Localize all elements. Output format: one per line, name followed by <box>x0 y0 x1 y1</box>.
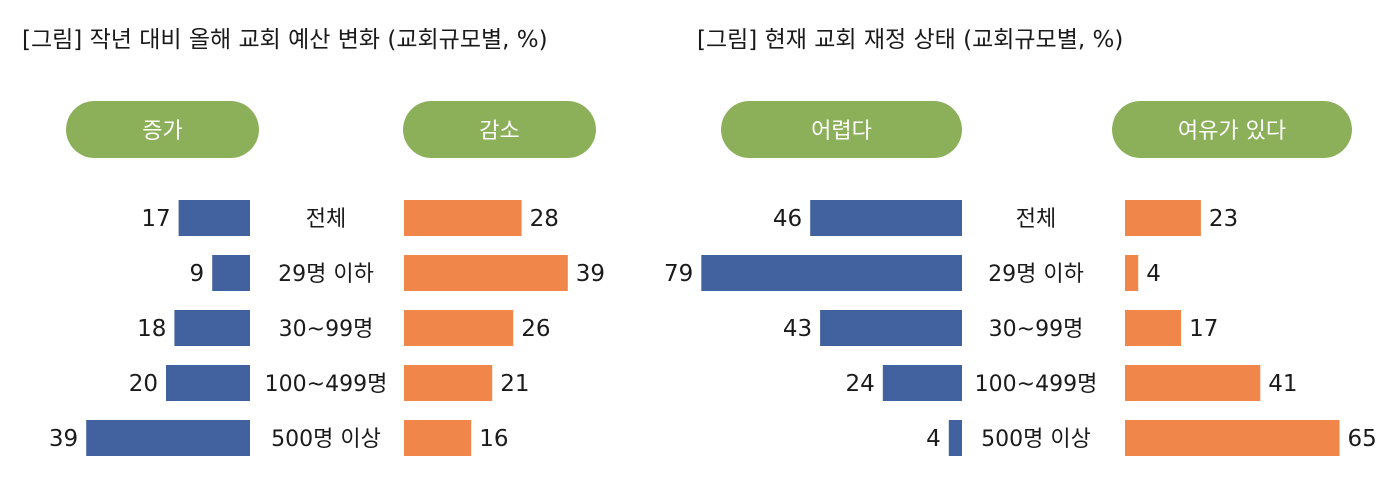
budget-category-label: 100~499명 <box>265 372 388 397</box>
budget-category-label: 전체 <box>306 207 346 232</box>
finance-data-label-left: 43 <box>783 316 812 342</box>
budget-category-label: 30~99명 <box>279 317 374 342</box>
budget-data-label-left: 17 <box>141 206 170 232</box>
finance-legend-pill-left <box>721 101 962 158</box>
budget-bar-증가 <box>166 365 250 401</box>
budget-bar-감소 <box>404 420 472 456</box>
finance-data-label-left: 46 <box>773 206 802 232</box>
finance-data-label-right: 4 <box>1146 261 1161 287</box>
budget-chart-title: [그림] 작년 대비 올해 교회 예산 변화 (교회규모별, %) <box>22 27 548 53</box>
budget-data-label-left: 20 <box>129 371 158 397</box>
finance-data-label-right: 41 <box>1268 371 1297 397</box>
finance-bar-어렵다 <box>820 310 962 346</box>
finance-category-label: 전체 <box>1016 207 1056 232</box>
finance-category-label: 29명 이하 <box>988 262 1084 287</box>
finance-bar-어렵다 <box>948 420 962 456</box>
finance-data-label-right: 65 <box>1348 426 1377 452</box>
budget-data-label-right: 26 <box>521 316 550 342</box>
budget-legend-pill-left <box>66 101 259 158</box>
budget-data-label-right: 16 <box>479 426 508 452</box>
budget-category-label: 29명 이하 <box>278 262 374 287</box>
budget-legend-label-left: 증가 <box>142 119 182 144</box>
budget-bar-증가 <box>178 200 250 236</box>
finance-legend-pill-right <box>1112 101 1352 158</box>
finance-data-label-right: 17 <box>1189 316 1218 342</box>
finance-bar-어렵다 <box>882 365 962 401</box>
finance-bar-여유가 있다 <box>1125 310 1182 346</box>
finance-bar-여유가 있다 <box>1125 200 1201 236</box>
finance-data-label-left: 4 <box>926 426 941 452</box>
budget-bar-감소 <box>404 310 514 346</box>
finance-legend-label-right: 여유가 있다 <box>1178 119 1286 144</box>
finance-bar-어렵다 <box>810 200 962 236</box>
finance-bar-여유가 있다 <box>1125 420 1340 456</box>
budget-data-label-left: 18 <box>137 316 166 342</box>
budget-data-label-left: 39 <box>49 426 78 452</box>
finance-category-label: 30~99명 <box>989 317 1084 342</box>
finance-data-label-left: 79 <box>664 261 693 287</box>
budget-category-label: 500명 이상 <box>271 427 381 452</box>
finance-bar-여유가 있다 <box>1125 255 1139 291</box>
budget-bar-감소 <box>404 200 522 236</box>
budget-legend-label-right: 감소 <box>479 119 519 144</box>
budget-data-label-left: 9 <box>190 261 205 287</box>
budget-bar-증가 <box>212 255 250 291</box>
finance-bar-어렵다 <box>701 255 962 291</box>
finance-bar-여유가 있다 <box>1125 365 1261 401</box>
budget-bar-감소 <box>404 365 493 401</box>
budget-data-label-right: 28 <box>530 206 559 232</box>
finance-chart-title: [그림] 현재 교회 재정 상태 (교회규모별, %) <box>697 27 1123 53</box>
budget-data-label-right: 39 <box>576 261 605 287</box>
budget-legend-pill-right <box>403 101 596 158</box>
finance-category-label: 100~499명 <box>975 372 1098 397</box>
finance-data-label-right: 23 <box>1209 206 1238 232</box>
budget-data-label-right: 21 <box>500 371 529 397</box>
budget-bar-증가 <box>174 310 250 346</box>
finance-legend-label-left: 어렵다 <box>811 119 872 144</box>
finance-category-label: 500명 이상 <box>981 427 1091 452</box>
budget-bar-감소 <box>404 255 568 291</box>
budget-bar-증가 <box>86 420 250 456</box>
finance-data-label-left: 24 <box>846 371 875 397</box>
